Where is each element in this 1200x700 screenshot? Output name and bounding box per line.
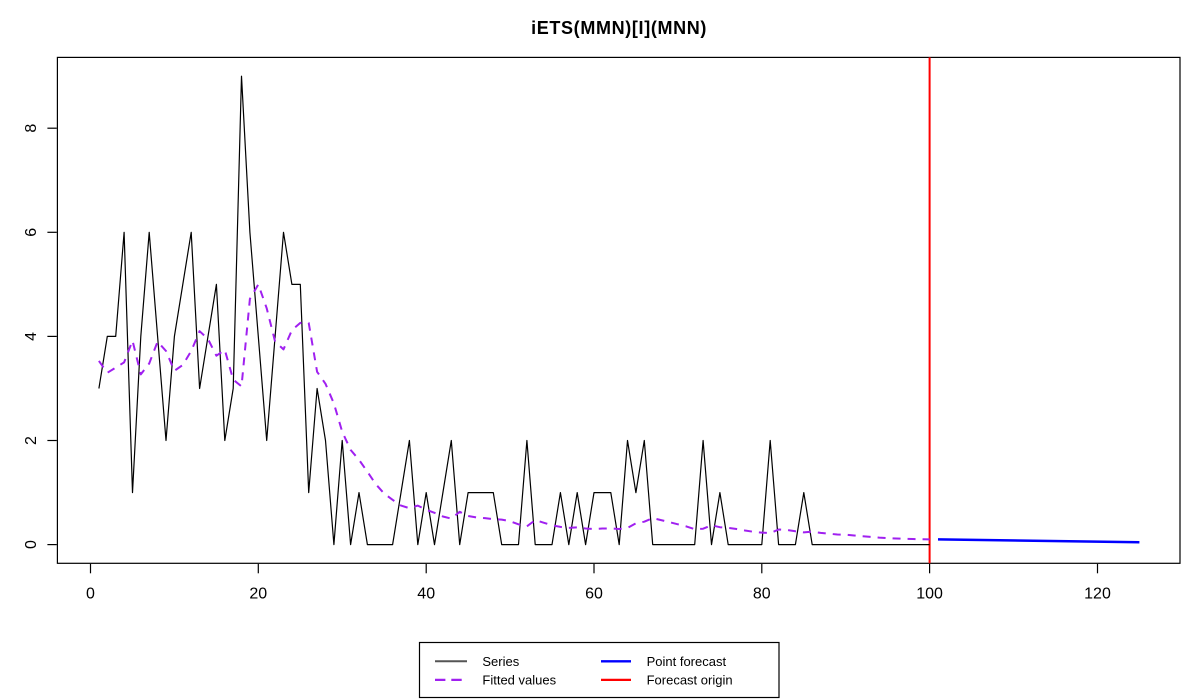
- svg-text:60: 60: [585, 586, 603, 603]
- svg-text:20: 20: [249, 586, 267, 603]
- svg-text:4: 4: [23, 332, 40, 341]
- svg-text:100: 100: [916, 586, 943, 603]
- svg-text:80: 80: [753, 586, 771, 603]
- svg-text:Point forecast: Point forecast: [647, 654, 727, 669]
- svg-text:Series: Series: [482, 654, 519, 669]
- svg-text:Forecast origin: Forecast origin: [647, 673, 733, 688]
- svg-text:6: 6: [23, 228, 40, 237]
- svg-text:0: 0: [86, 586, 95, 603]
- svg-text:0: 0: [23, 540, 40, 549]
- svg-text:2: 2: [23, 436, 40, 445]
- svg-text:Fitted values: Fitted values: [482, 673, 556, 688]
- svg-text:120: 120: [1084, 586, 1111, 603]
- svg-text:40: 40: [417, 586, 435, 603]
- svg-text:iETS(MMN)[I](MNN): iETS(MMN)[I](MNN): [531, 18, 707, 38]
- svg-text:8: 8: [23, 124, 40, 133]
